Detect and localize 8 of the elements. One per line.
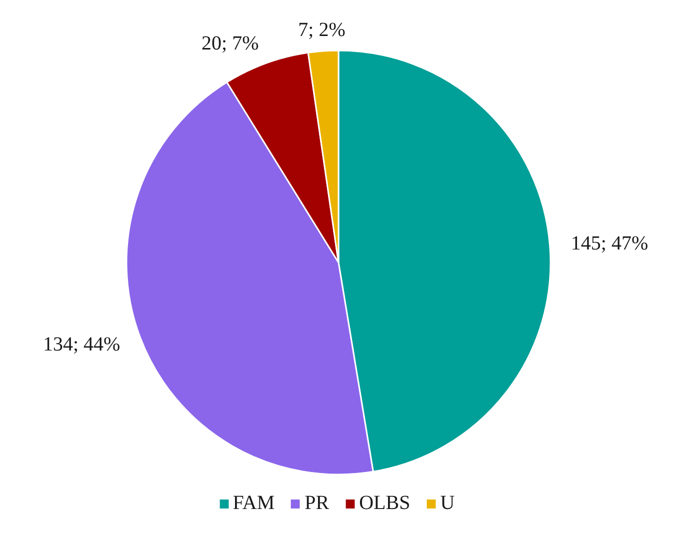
data-label: 134; 44% — [42, 334, 120, 356]
legend-label: PR — [304, 492, 330, 515]
data-label: 145; 47% — [570, 232, 648, 254]
data-label: 20; 7% — [202, 32, 259, 54]
legend-label: FAM — [232, 492, 275, 515]
data-label: 7; 2% — [298, 18, 346, 41]
legend-label: OLBS — [359, 492, 410, 515]
legend-label: U — [440, 492, 456, 515]
